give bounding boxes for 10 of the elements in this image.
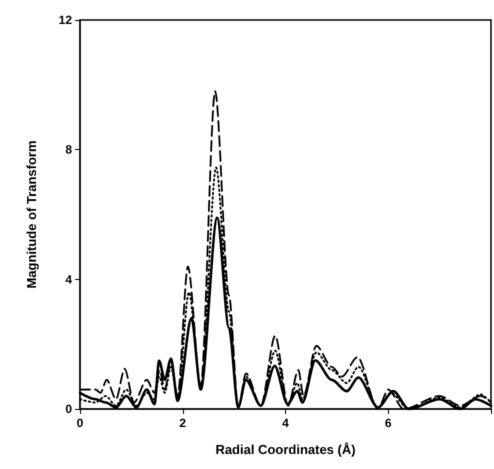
x-tick-label: 4 [282, 416, 290, 430]
x-tick-label: 6 [384, 416, 392, 430]
y-tick-label: 12 [58, 13, 72, 27]
y-tick-label: 0 [65, 402, 72, 416]
x-tick-label: 2 [179, 416, 186, 430]
y-axis-title: Magnitude of Transform [24, 140, 39, 289]
x-tick-label: 0 [76, 416, 84, 430]
y-tick-label: 4 [65, 272, 72, 286]
y-tick-label: 8 [65, 142, 72, 157]
x-axis-title: Radial Coordinates (Å) [215, 442, 356, 457]
